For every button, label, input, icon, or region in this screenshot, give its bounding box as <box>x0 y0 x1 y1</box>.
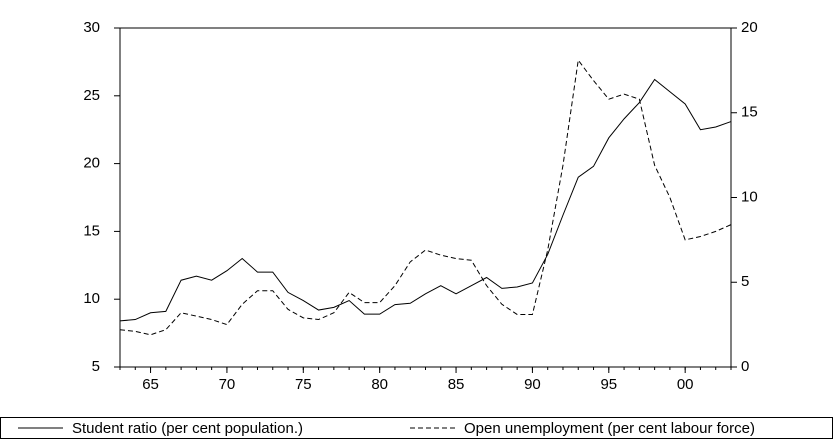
y2-tick-label: 10 <box>741 188 758 205</box>
x-tick-label: 95 <box>600 376 617 393</box>
plot-frame <box>119 27 732 368</box>
x-tick-label: 00 <box>677 376 694 393</box>
y2-tick-label: 20 <box>741 19 758 36</box>
y-tick-label: 5 <box>92 358 100 375</box>
x-tick-label: 80 <box>371 376 388 393</box>
series-line <box>119 78 732 322</box>
x-tick-label: 75 <box>295 376 312 393</box>
y2-tick-label: 15 <box>741 104 758 121</box>
y-tick-label: 25 <box>83 87 100 104</box>
y2-tick-label: 5 <box>741 273 749 290</box>
y-tick-label: 15 <box>83 222 100 239</box>
x-tick-label: 90 <box>524 376 541 393</box>
legend-label: Open unemployment (per cent labour force… <box>464 420 755 437</box>
y2-tick-label: 0 <box>741 358 749 375</box>
legend-label: Student ratio (per cent population.) <box>72 420 303 437</box>
x-tick-label: 65 <box>142 376 159 393</box>
y-tick-label: 30 <box>83 19 100 36</box>
y-tick-label: 20 <box>83 155 100 172</box>
x-tick-label: 70 <box>219 376 236 393</box>
y-tick-label: 10 <box>83 290 100 307</box>
x-tick-label: 85 <box>448 376 465 393</box>
